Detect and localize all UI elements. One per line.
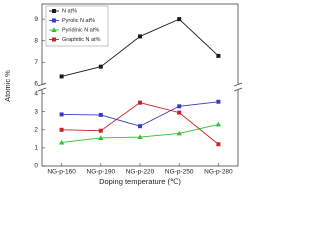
x-axis-label: Doping temperature (℃): [99, 177, 181, 186]
x-tick-label: NG-p-280: [204, 169, 233, 176]
data-point: [177, 104, 182, 109]
data-point: [137, 134, 143, 140]
x-tick-label: NG-p-190: [87, 169, 116, 176]
y-tick-label: 3: [34, 108, 38, 115]
x-tick-label: NG-p-160: [47, 169, 76, 176]
data-point: [59, 127, 64, 132]
y-tick-label: 7: [34, 59, 38, 66]
data-point: [98, 64, 103, 69]
axis-break: [233, 87, 243, 92]
x-tick-label: NG-p-220: [126, 169, 155, 176]
y-axis-label: Atomic %: [3, 70, 12, 102]
data-point: [177, 110, 182, 115]
legend-marker: [51, 27, 57, 32]
data-point: [138, 124, 142, 129]
y-tick-label: 1: [34, 145, 38, 152]
y-tick-label: 0: [34, 163, 38, 170]
axis-break-gap: [36, 84, 244, 90]
data-point: [177, 17, 182, 22]
legend-marker: [52, 37, 56, 42]
data-point: [98, 128, 103, 133]
axis-break: [37, 82, 47, 87]
legend-marker: [52, 18, 56, 23]
data-point: [98, 112, 103, 117]
legend-label: N at%: [62, 8, 77, 14]
data-point: [216, 99, 221, 104]
y-tick-label: 4: [34, 90, 38, 97]
y-tick-label: 2: [34, 127, 38, 134]
legend-marker: [52, 9, 56, 13]
data-point: [216, 142, 221, 147]
axis-break: [233, 82, 243, 87]
data-point: [176, 130, 182, 136]
axis-break: [37, 87, 47, 92]
data-point: [98, 135, 104, 140]
chart: Atomic % Doping temperature (℃) NG-p-160…: [3, 3, 244, 186]
data-point: [59, 112, 64, 117]
legend-label: Graphitic N at%: [62, 37, 101, 43]
y-tick-label: 6: [34, 81, 38, 88]
data-point: [215, 121, 221, 127]
series-line: [61, 101, 219, 127]
data-point: [216, 53, 221, 58]
legend-label: Pyridinic N at%: [62, 27, 99, 33]
data-point: [138, 100, 142, 105]
data-point: [59, 139, 65, 145]
data-point: [138, 34, 142, 39]
x-tick-label: NG-p-250: [165, 169, 194, 176]
legend-label: Pyrolic N at%: [62, 18, 95, 24]
data-point: [59, 74, 64, 79]
y-tick-label: 8: [34, 37, 38, 44]
y-tick-label: 9: [34, 16, 38, 23]
